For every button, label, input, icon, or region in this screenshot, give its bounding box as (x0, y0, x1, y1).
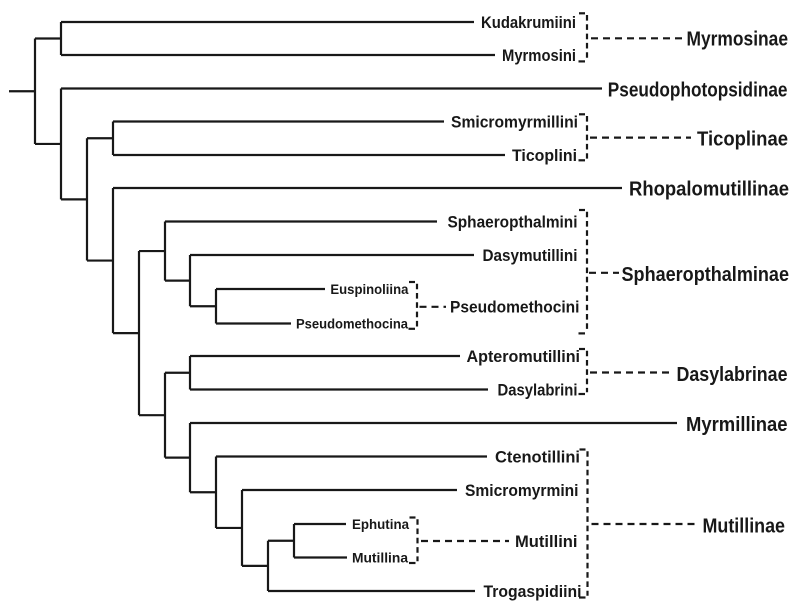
svg-text:Euspinoliina: Euspinoliina (330, 282, 408, 297)
svg-text:Apteromutillini: Apteromutillini (467, 348, 581, 366)
svg-text:Myrmosini: Myrmosini (502, 47, 576, 65)
svg-text:Ticoplini: Ticoplini (512, 147, 577, 165)
svg-text:Trogaspidiini: Trogaspidiini (484, 583, 582, 601)
svg-text:Smicromyrmillini: Smicromyrmillini (451, 114, 578, 132)
svg-text:Dasylabrini: Dasylabrini (498, 382, 578, 400)
svg-text:Pseudophotopsidinae: Pseudophotopsidinae (608, 79, 788, 101)
svg-text:Mutillina: Mutillina (352, 551, 408, 566)
svg-text:Ctenotillini: Ctenotillini (495, 449, 580, 467)
svg-text:Sphaeropthalmini: Sphaeropthalmini (448, 214, 578, 232)
svg-text:Pseudomethocini: Pseudomethocini (450, 298, 580, 316)
svg-text:Pseudomethocina: Pseudomethocina (296, 317, 408, 332)
svg-text:Kudakrumiini: Kudakrumiini (481, 14, 576, 32)
svg-text:Dasymutillini: Dasymutillini (483, 247, 578, 265)
svg-text:Rhopalomutillinae: Rhopalomutillinae (629, 178, 789, 200)
svg-text:Smicromyrmini: Smicromyrmini (465, 482, 579, 500)
svg-text:Mutillini: Mutillini (515, 533, 578, 551)
svg-text:Ephutina: Ephutina (352, 517, 409, 532)
svg-text:Myrmosinae: Myrmosinae (687, 29, 789, 51)
svg-text:Myrmillinae: Myrmillinae (686, 414, 788, 436)
svg-text:Mutillinae: Mutillinae (703, 515, 786, 537)
svg-text:Dasylabrinae: Dasylabrinae (677, 364, 788, 386)
svg-text:Ticoplinae: Ticoplinae (697, 128, 788, 150)
svg-text:Sphaeropthalminae: Sphaeropthalminae (622, 264, 790, 286)
